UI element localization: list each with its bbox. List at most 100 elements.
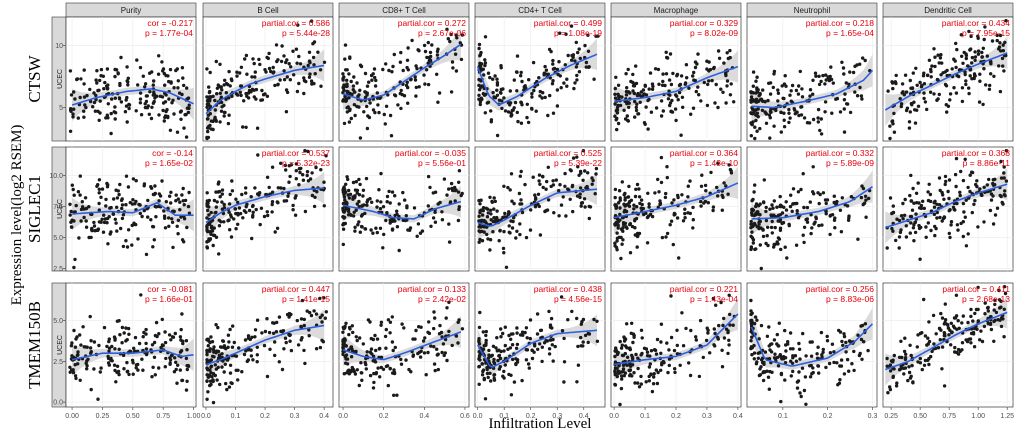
data-point (118, 333, 122, 337)
data-point (867, 196, 871, 201)
data-point (119, 226, 123, 231)
data-point (229, 215, 233, 219)
data-point (541, 174, 545, 179)
data-point (71, 112, 75, 116)
data-point (776, 91, 781, 96)
data-point (538, 182, 542, 186)
data-point (625, 226, 629, 230)
data-point (842, 98, 847, 102)
x-tick-label: 0.2 (823, 413, 833, 420)
data-point (772, 124, 776, 128)
data-point (969, 47, 973, 51)
data-point (322, 60, 327, 64)
data-point (419, 325, 423, 329)
data-point (922, 297, 926, 302)
data-point (302, 348, 306, 353)
data-point (997, 288, 1001, 293)
data-point (944, 103, 948, 107)
data-point (207, 221, 211, 225)
column-strip-label: B Cell (257, 6, 279, 15)
data-point (515, 89, 519, 93)
data-point (891, 360, 895, 364)
data-point (613, 383, 618, 387)
x-tick-label: 0.0 (473, 413, 483, 420)
data-point (478, 102, 482, 107)
data-point (821, 73, 825, 78)
data-point (523, 330, 527, 335)
data-point (987, 87, 992, 92)
data-point (537, 76, 541, 80)
data-point (732, 100, 736, 104)
data-point (491, 230, 495, 234)
data-point (483, 61, 488, 65)
data-point (174, 360, 178, 364)
data-point (348, 212, 352, 216)
data-point (502, 96, 506, 100)
data-point (991, 181, 995, 186)
data-point (944, 84, 949, 88)
data-point (840, 196, 844, 200)
data-point (509, 219, 513, 223)
data-point (992, 74, 996, 79)
data-point (891, 229, 895, 233)
data-point (143, 85, 147, 89)
data-point (217, 224, 222, 228)
data-point (888, 124, 892, 128)
data-point (454, 33, 458, 37)
data-point (97, 343, 101, 348)
data-point (993, 298, 997, 302)
data-point (913, 121, 918, 125)
data-point (265, 175, 270, 179)
data-point (638, 100, 642, 105)
x-tick-label: 0.50 (913, 413, 927, 420)
data-point (344, 357, 348, 361)
data-point (344, 68, 348, 72)
data-point (904, 352, 908, 356)
data-point (684, 62, 689, 67)
data-point (616, 226, 620, 230)
data-point (615, 236, 620, 240)
data-point (888, 387, 893, 392)
data-point (255, 345, 259, 349)
data-point (365, 350, 369, 354)
data-point (800, 87, 804, 91)
data-point (156, 72, 161, 76)
data-point (211, 94, 215, 99)
data-point (618, 212, 622, 217)
data-point (527, 78, 531, 82)
data-point (618, 206, 622, 210)
data-point (477, 337, 481, 341)
data-point (106, 361, 111, 365)
data-point (801, 233, 805, 237)
data-point (154, 215, 158, 219)
data-point (811, 117, 816, 122)
data-point (249, 195, 253, 199)
data-point (801, 172, 805, 176)
data-point (447, 187, 451, 191)
data-point (244, 125, 248, 129)
data-point (180, 193, 184, 197)
data-point (72, 193, 76, 197)
data-point (381, 367, 386, 371)
data-point (74, 337, 78, 341)
data-point (96, 109, 100, 114)
data-point (169, 190, 173, 194)
data-point (897, 235, 902, 239)
data-point (979, 329, 983, 333)
data-point (827, 361, 832, 366)
data-point (591, 178, 595, 183)
data-point (175, 224, 179, 228)
data-point (833, 226, 837, 230)
data-point (787, 223, 791, 228)
data-point (985, 306, 990, 310)
data-point (110, 344, 114, 349)
data-point (270, 210, 274, 214)
data-point (69, 344, 74, 348)
data-point (797, 113, 801, 118)
data-point (170, 220, 175, 224)
data-point (342, 121, 347, 126)
x-tick-label: 0.0 (609, 413, 619, 420)
data-point (665, 341, 669, 345)
data-point (515, 360, 520, 364)
